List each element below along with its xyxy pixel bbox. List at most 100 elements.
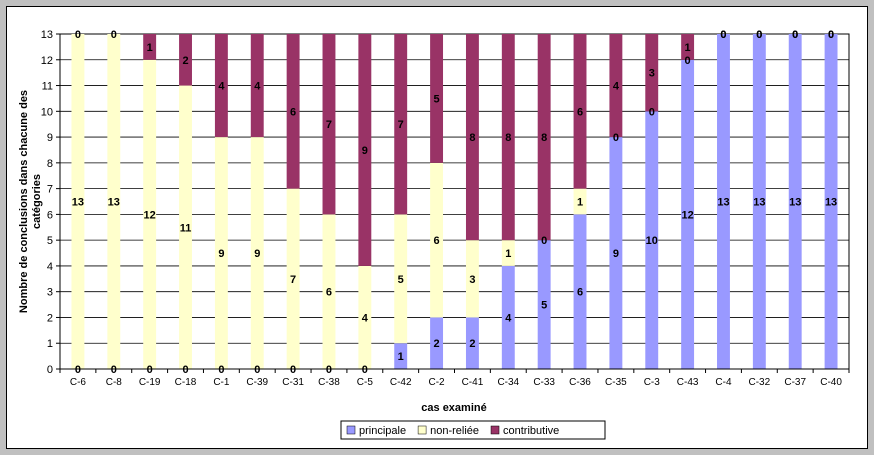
data-label: 2: [469, 338, 475, 350]
x-tick-label: C-36: [569, 377, 591, 388]
y-tick-label: 10: [41, 106, 53, 118]
bar-non-reliée: [465, 240, 479, 318]
legend-swatch-contributive: [490, 425, 500, 435]
data-label: 0: [182, 364, 188, 376]
bar-contributive: [286, 34, 300, 189]
bar-contributive: [394, 34, 408, 215]
data-label: 7: [326, 119, 332, 131]
x-tick-label: C-38: [318, 377, 340, 388]
bar-principale: [824, 34, 838, 369]
data-label: 1: [505, 248, 511, 260]
x-tick-label: C-6: [70, 377, 87, 388]
stacked-bar-chart: 0130013001210112094094076067049157265238…: [18, 29, 850, 440]
data-label: 6: [577, 106, 583, 118]
x-tick-label: C-3: [644, 377, 661, 388]
data-label: 4: [362, 312, 369, 324]
x-tick-label: C-8: [106, 377, 123, 388]
y-tick-label: 8: [47, 158, 53, 170]
y-tick-label: 9: [47, 132, 53, 144]
bar-non-reliée: [501, 240, 515, 266]
data-label: 5: [398, 274, 404, 286]
data-label: 0: [756, 29, 762, 41]
data-label: 7: [290, 274, 296, 286]
data-label: 0: [828, 29, 834, 41]
x-tick-label: C-35: [605, 377, 627, 388]
bar-contributive: [358, 34, 372, 266]
x-tick-label: C-2: [429, 377, 446, 388]
data-label: 2: [182, 55, 188, 67]
data-label: 4: [218, 81, 225, 93]
x-tick-label: C-41: [462, 377, 484, 388]
data-label: 0: [720, 29, 726, 41]
data-label: 0: [75, 29, 81, 41]
y-tick-label: 1: [47, 338, 53, 350]
bar-principale: [788, 34, 802, 369]
x-tick-label: C-39: [246, 377, 268, 388]
bar-non-reliée: [358, 265, 372, 369]
data-label: 8: [469, 132, 475, 144]
x-tick-label: C-18: [175, 377, 197, 388]
bar-contributive: [681, 34, 695, 60]
bar-non-reliée: [430, 162, 444, 318]
bar-non-reliée: [573, 188, 587, 215]
x-tick-label: C-40: [820, 377, 842, 388]
data-label: 9: [218, 248, 224, 260]
bar-contributive: [143, 34, 157, 60]
bar-non-reliée: [107, 34, 121, 369]
data-label: 3: [649, 68, 655, 80]
data-label: 5: [541, 300, 547, 312]
data-label: 0: [111, 364, 117, 376]
data-label: 0: [720, 29, 726, 41]
chart-area: 0 13 0 0 13 0 0 12 1 0 11 2 0 9 4 0 9 4 0 7 6 0 6 7 0 4 9 1 5 7 2 6 5 2 3 8…: [6, 6, 868, 449]
data-label: 13: [717, 197, 729, 209]
y-tick-label: 5: [47, 235, 53, 247]
bar-non-reliée: [286, 188, 300, 369]
x-tick-label: C-32: [748, 377, 770, 388]
data-label: 13: [108, 197, 120, 209]
bar-principale: [430, 317, 444, 369]
bar-non-reliée: [250, 137, 264, 369]
x-tick-label: C-19: [139, 377, 161, 388]
bar-non-reliée: [71, 34, 85, 369]
bar-non-reliée: [179, 85, 192, 370]
data-label: 0: [756, 29, 762, 41]
x-tick-label: C-31: [282, 377, 304, 388]
data-label: 13: [825, 197, 837, 209]
data-label: 0: [290, 364, 296, 376]
data-label: 0: [685, 55, 691, 67]
data-label: 12: [681, 209, 693, 221]
data-label: 13: [753, 197, 765, 209]
x-tick-label: C-43: [677, 377, 699, 388]
data-label: 1: [147, 42, 153, 54]
data-label: 6: [326, 287, 332, 299]
legend-swatch-non-reliée: [417, 425, 427, 435]
bar-contributive: [322, 34, 336, 215]
data-label: 8: [541, 132, 547, 144]
bar-principale: [573, 214, 587, 369]
bar-principale: [609, 137, 623, 369]
y-tick-label: 12: [41, 55, 53, 67]
bar-non-reliée: [214, 137, 228, 369]
data-label: 0: [326, 364, 332, 376]
data-label: 1: [685, 42, 691, 54]
bar-contributive: [430, 34, 444, 163]
data-label: 0: [254, 364, 260, 376]
y-tick-label: 7: [47, 184, 53, 196]
y-tick-label: 0: [47, 364, 53, 376]
bar-contributive: [573, 34, 587, 189]
data-label: 0: [362, 364, 368, 376]
bars: 0130013001210112094094076067049157265238…: [71, 29, 838, 376]
y-tick-label: 4: [47, 261, 53, 273]
data-label: 12: [144, 209, 156, 221]
bar-non-reliée: [143, 59, 157, 370]
y-tick-label: 11: [42, 81, 53, 93]
bar-non-reliée: [322, 214, 336, 369]
data-label: 5: [434, 93, 440, 105]
bar-contributive: [609, 34, 623, 138]
legend-label: non-reliée: [430, 425, 479, 437]
bar-contributive: [645, 34, 659, 112]
legend-swatch-principale: [346, 425, 356, 435]
data-label: 0: [541, 235, 547, 247]
data-label: 6: [290, 106, 296, 118]
